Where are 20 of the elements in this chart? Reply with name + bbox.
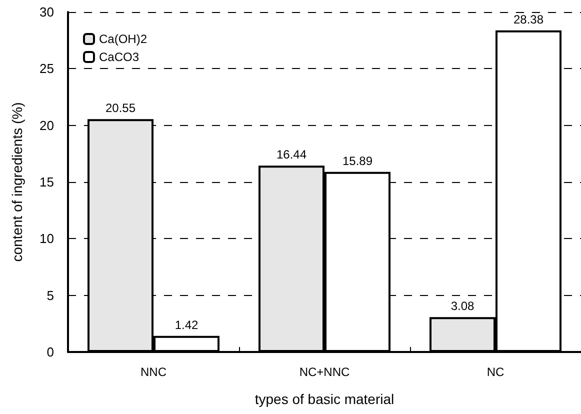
y-tick-label: 15 bbox=[40, 174, 54, 190]
legend-label: CaCO3 bbox=[99, 50, 140, 64]
x-tick-label: NNC bbox=[140, 365, 167, 379]
y-tick-label: 25 bbox=[40, 61, 54, 76]
data-label: 28.38 bbox=[513, 12, 544, 26]
y-axis-title: content of ingredients (%) bbox=[9, 102, 25, 262]
data-label: 16.44 bbox=[276, 148, 307, 162]
data-label: 20.55 bbox=[105, 101, 136, 116]
y-tick-label: 0 bbox=[46, 344, 54, 360]
data-label: 1.42 bbox=[174, 318, 198, 332]
data-label: 15.89 bbox=[342, 154, 373, 168]
x-axis-title: types of basic material bbox=[254, 391, 394, 407]
y-tick-label: 30 bbox=[40, 4, 54, 20]
y-tick-label: 20 bbox=[40, 118, 54, 133]
x-tick-label: NC bbox=[486, 365, 504, 379]
legend-label: Ca(OH)2 bbox=[99, 32, 148, 46]
data-label: 3.08 bbox=[450, 299, 474, 314]
x-tick-label: NC+NNC bbox=[299, 365, 350, 379]
y-tick-label: 10 bbox=[40, 231, 54, 246]
y-tick-label: 5 bbox=[46, 288, 54, 303]
